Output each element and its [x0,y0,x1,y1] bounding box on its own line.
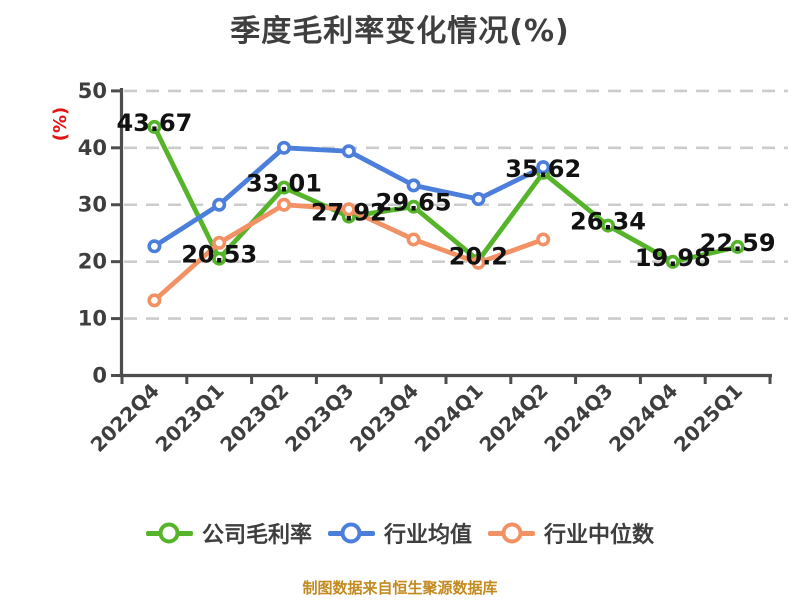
data-point[interactable] [536,160,551,175]
data-point[interactable] [600,218,615,233]
data-label: 35.62 [505,155,581,183]
data-point[interactable] [276,197,291,212]
y-tick-label: 30 [78,193,107,217]
data-point[interactable] [212,251,227,266]
x-tick-label: 2025Q1 [669,379,747,457]
line-dot-marker-icon [488,520,535,546]
legend-label: 行业中位数 [544,523,655,548]
y-tick-label: 40 [78,136,107,160]
legend-label: 公司毛利率 [201,523,312,548]
data-point[interactable] [536,232,551,247]
data-point[interactable] [341,144,356,159]
legend-item-industry-mean[interactable]: 行业均值 [327,517,472,549]
chart-title: 季度毛利率变化情况(%) [230,14,570,49]
data-label: 26.34 [570,208,646,236]
line-dot-marker-icon [327,520,375,546]
y-axis-name: (%) [50,107,71,142]
legend-item-company-gross-margin[interactable]: 公司毛利率 [145,517,312,549]
data-label: 33.01 [246,170,322,198]
y-tick-label: 10 [78,307,107,331]
data-point[interactable] [406,232,421,247]
data-label: 27.92 [311,199,387,227]
data-point[interactable] [276,140,291,155]
x-tick-label: 2024Q4 [604,379,682,457]
data-point[interactable] [665,254,680,269]
data-source-caption: 制图数据来自恒生聚源数据库 [302,579,498,597]
data-label: 19.98 [635,244,711,272]
legend: 公司毛利率 行业均值 行业中位数 [0,517,800,549]
data-point[interactable] [147,293,162,308]
y-tick-label: 0 [92,364,107,388]
data-point[interactable] [406,199,421,214]
data-point[interactable] [212,197,227,212]
data-point[interactable] [730,239,745,254]
data-label: 20.53 [181,241,257,269]
line-dot-marker-icon [145,520,193,546]
data-point[interactable] [276,180,291,195]
x-tick-label: 2024Q3 [539,379,617,457]
data-point[interactable] [471,192,486,207]
legend-label: 行业均值 [383,523,472,548]
y-tick-label: 20 [78,250,107,274]
legend-item-industry-median[interactable]: 行业中位数 [488,517,654,549]
data-point[interactable] [147,239,162,254]
data-point[interactable] [471,255,486,270]
data-label: 29.65 [376,189,452,217]
data-label: 20.2 [449,243,508,271]
x-tick-label: 2024Q2 [475,379,553,457]
x-tick-label: 2022Q4 [86,379,164,457]
data-label: 43.67 [116,109,192,137]
data-point[interactable] [147,119,162,134]
plot-area: 0 10 20 30 40 50 2022Q42023Q12023Q22023Q32023Q… [50,79,788,457]
x-tick-label: 2023Q3 [280,379,358,457]
x-tick-label: 2023Q2 [215,379,293,457]
x-tick-label: 2023Q4 [345,379,423,457]
x-tick-label: 2023Q1 [151,379,229,457]
data-point[interactable] [212,235,227,250]
y-tick-label: 50 [78,79,107,103]
data-point[interactable] [341,202,356,217]
x-tick-label: 2024Q1 [410,379,488,457]
data-label: 22.59 [700,229,776,257]
data-point[interactable] [406,178,421,193]
